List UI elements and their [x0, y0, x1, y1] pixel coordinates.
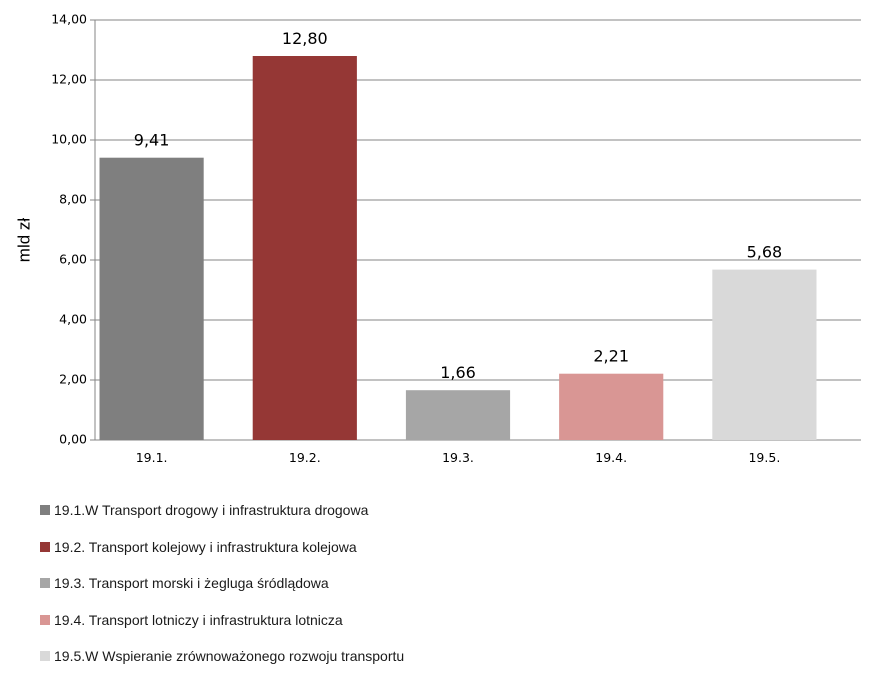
y-tick-label: 6,00	[59, 252, 87, 267]
legend-item: 19.5.W Wspieranie zrównoważonego rozwoju…	[40, 638, 404, 675]
legend-item: 19.3. Transport morski i żegluga śródląd…	[40, 565, 404, 602]
gridlines	[95, 19, 861, 441]
bar	[99, 157, 204, 440]
bar	[252, 56, 357, 440]
bar	[405, 390, 511, 440]
x-tick-label: 19.4.	[595, 450, 627, 465]
y-tick-label: 2,00	[59, 372, 87, 387]
x-tick-label: 19.3.	[442, 450, 474, 465]
x-tick-label: 19.5.	[748, 450, 780, 465]
y-tick-label: 10,00	[51, 132, 87, 147]
y-tick-label: 14,00	[51, 12, 87, 27]
y-tick-label: 0,00	[59, 432, 87, 447]
legend-swatch	[40, 541, 50, 552]
data-label: 12,80	[282, 29, 328, 48]
y-axis-label: mld zł	[14, 218, 33, 263]
legend-swatch	[40, 651, 50, 662]
legend-swatch	[40, 614, 50, 625]
axes	[90, 19, 96, 441]
legend-label: 19.5.W Wspieranie zrównoważonego rozwoju…	[54, 648, 405, 665]
legend-label: 19.1.W Transport drogowy i infrastruktur…	[54, 502, 369, 519]
x-tick-label: 19.2.	[289, 450, 321, 465]
chart-legend: 19.1.W Transport drogowy i infrastruktur…	[40, 492, 404, 675]
legend-label: 19.2. Transport kolejowy i infrastruktur…	[54, 538, 357, 555]
bar-chart: 0,00 2,00 4,00 6,00 8,00 10,00 12,00 14,00 9,41 1…	[14, 12, 861, 466]
labels: 0,00 2,00 4,00 6,00 8,00 10,00 12,00 14,00 9,41 1…	[51, 12, 782, 466]
data-label: 9,41	[134, 131, 170, 150]
data-label: 2,21	[593, 347, 629, 366]
legend-item: 19.2. Transport kolejowy i infrastruktur…	[40, 529, 404, 566]
bars	[99, 56, 817, 440]
legend-label: 19.4. Transport lotniczy i infrastruktur…	[54, 611, 343, 628]
legend-swatch	[40, 505, 50, 516]
legend-label: 19.3. Transport morski i żegluga śródląd…	[54, 575, 329, 592]
bar	[712, 269, 817, 440]
y-tick-label: 4,00	[59, 312, 87, 327]
y-tick-label: 12,00	[51, 72, 87, 87]
legend-item: 19.4. Transport lotniczy i infrastruktur…	[40, 602, 404, 639]
bar	[559, 373, 664, 440]
legend-swatch	[40, 578, 50, 589]
data-label: 1,66	[440, 363, 476, 382]
x-tick-label: 19.1.	[136, 450, 168, 465]
legend-item: 19.1.W Transport drogowy i infrastruktur…	[40, 492, 404, 529]
data-label: 5,68	[747, 243, 783, 262]
y-tick-label: 8,00	[59, 192, 87, 207]
